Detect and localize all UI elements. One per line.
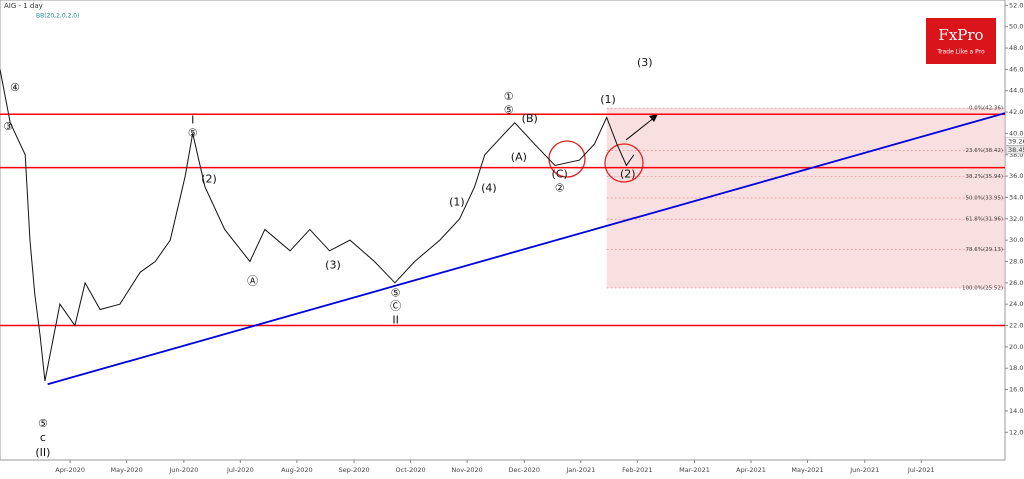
x-tick-label: Mar-2021 xyxy=(679,466,710,474)
wave-label: Ⓐ xyxy=(247,275,258,288)
wave-label: (2) xyxy=(201,172,217,185)
logo-box xyxy=(926,18,996,64)
wave-label: ⑤ xyxy=(504,103,514,116)
wave-label: (3) xyxy=(325,259,341,272)
wave-label: ② xyxy=(555,181,565,194)
wave-label: (4) xyxy=(481,181,497,194)
y-tick-label: 24.00 xyxy=(1009,300,1024,308)
y-tick-label: 48.00 xyxy=(1009,44,1024,52)
x-tick-label: Oct-2020 xyxy=(396,466,426,474)
fib-zone xyxy=(606,108,1005,288)
fib-label: 23.6%(38.42) xyxy=(965,148,1003,154)
y-tick-label: 46.00 xyxy=(1009,65,1024,73)
y-tick-label: 52.00 xyxy=(1009,1,1024,9)
logo-name: FxPro xyxy=(938,26,983,44)
wave-label: (2) xyxy=(620,167,636,180)
y-tick-label: 26.00 xyxy=(1009,279,1024,287)
y-tick-label: 30.00 xyxy=(1009,236,1024,244)
y-tick-label: 50.00 xyxy=(1009,23,1024,31)
trendline xyxy=(47,112,1006,386)
wave-label: c xyxy=(40,431,46,444)
y-tick-label: 36.00 xyxy=(1009,172,1024,180)
y-tick-label: 40.00 xyxy=(1009,129,1024,137)
x-tick-label: Jun-2021 xyxy=(849,466,879,474)
y-tick-label: 42.00 xyxy=(1009,108,1024,116)
wave-label: (B) xyxy=(522,112,538,125)
wave-label: (1) xyxy=(600,93,616,106)
x-tick-label: May-2020 xyxy=(111,466,143,474)
y-tick-label: 16.00 xyxy=(1009,386,1024,394)
x-tick-label: Apr-2020 xyxy=(55,466,85,474)
price-tag xyxy=(1005,137,1024,146)
y-tick-label: 20.00 xyxy=(1009,343,1024,351)
wave-label: (II) xyxy=(35,446,50,459)
y-tick-label: 14.00 xyxy=(1009,407,1024,415)
x-tick-label: Jun-2020 xyxy=(168,466,198,474)
wave-label: (1) xyxy=(449,195,465,208)
price-tag xyxy=(1005,145,1024,155)
x-tick-label: Jul-2020 xyxy=(226,466,254,474)
fib-label: 78.6%(29.13) xyxy=(965,247,1003,253)
price-line xyxy=(0,69,635,382)
logo-tagline: Trade Like a Pro xyxy=(936,49,985,56)
fib-label: 38.2%(35.94) xyxy=(965,174,1003,180)
wave-label: ⑤ xyxy=(391,287,401,300)
price-tag-label: 39.26 xyxy=(1008,137,1024,145)
y-tick-label: 38.00 xyxy=(1009,151,1024,159)
x-tick-label: Jul-2021 xyxy=(907,466,935,474)
fib-label: 61.8%(31.96) xyxy=(965,217,1003,223)
x-tick-label: Sep-2020 xyxy=(338,466,369,474)
wave-label: I xyxy=(191,113,194,126)
x-tick-label: Dec-2020 xyxy=(509,466,540,474)
x-tick-label: May-2021 xyxy=(791,466,823,474)
fib-label: 100.0%(25.52) xyxy=(962,285,1003,291)
x-tick-label: Nov-2020 xyxy=(451,466,482,474)
wave-label: ⑤ xyxy=(188,126,198,139)
wave-label: II xyxy=(392,314,399,327)
x-tick-label: Apr-2021 xyxy=(736,466,766,474)
wave-label: ④ xyxy=(10,81,20,94)
indicator-label: BB(20,2,0,2,0) xyxy=(36,13,79,20)
x-tick-label: Aug-2020 xyxy=(281,466,313,474)
y-tick-label: 18.00 xyxy=(1009,364,1024,372)
fib-label: 50.0%(33.95) xyxy=(965,195,1003,201)
wave-label: ⑤ xyxy=(38,417,48,430)
wave-label: (C) xyxy=(552,167,568,180)
x-tick-label: Feb-2021 xyxy=(622,466,652,474)
wave-label: ① xyxy=(504,90,514,103)
x-tick-label: Jan-2021 xyxy=(565,466,595,474)
y-tick-label: 28.00 xyxy=(1009,257,1024,265)
price-tag-label: 38.45 xyxy=(1008,146,1024,154)
arrow-head xyxy=(649,114,658,122)
highlight-circle xyxy=(604,143,644,183)
wave-label: Ⓒ xyxy=(390,300,401,313)
y-tick-label: 44.00 xyxy=(1009,87,1024,95)
y-tick-label: 22.00 xyxy=(1009,322,1024,330)
y-tick-label: 12.00 xyxy=(1009,428,1024,436)
forecast-arrow xyxy=(625,116,656,141)
wave-label: (3) xyxy=(637,56,653,69)
y-tick-label: 34.00 xyxy=(1009,193,1024,201)
y-tick-label: 32.00 xyxy=(1009,215,1024,223)
chart-title: AIG - 1 day xyxy=(4,2,43,10)
fib-label: 0.0%(42.36) xyxy=(969,106,1003,112)
wave-label: (A) xyxy=(511,150,527,163)
wave-label: ③ xyxy=(3,120,13,133)
